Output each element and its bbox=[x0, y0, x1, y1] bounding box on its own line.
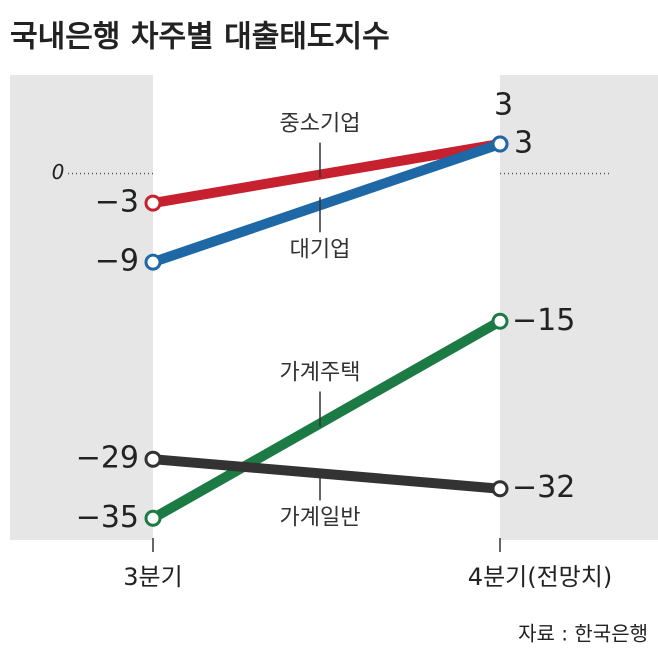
point bbox=[491, 135, 509, 153]
point bbox=[144, 450, 162, 468]
x-tick-label: 3분기 bbox=[123, 563, 182, 591]
series-line bbox=[152, 139, 501, 208]
series-line bbox=[150, 316, 503, 523]
value-label: −35 bbox=[76, 500, 139, 535]
chart-title: 국내은행 차주별 대출태도지수 bbox=[10, 20, 390, 55]
series-line bbox=[151, 139, 502, 267]
point bbox=[144, 509, 162, 527]
series-label: 가계주택 bbox=[280, 360, 361, 385]
value-label: 3 bbox=[514, 125, 533, 160]
value-label: −15 bbox=[512, 303, 575, 338]
x-tick-label: 4분기(전망치) bbox=[468, 563, 612, 591]
point bbox=[491, 312, 509, 330]
source: 자료 : 한국은행 bbox=[518, 622, 648, 646]
value-label: −3 bbox=[95, 185, 139, 220]
series-label: 가계일반 bbox=[280, 505, 361, 530]
y-tick-label: 0 bbox=[52, 160, 65, 184]
series-line bbox=[152, 454, 501, 494]
value-label: 3 bbox=[494, 87, 513, 122]
point bbox=[144, 253, 162, 271]
value-label: −9 bbox=[95, 244, 139, 279]
point bbox=[144, 194, 162, 212]
point bbox=[491, 480, 509, 498]
series-label: 대기업 bbox=[290, 237, 351, 262]
value-label: −32 bbox=[512, 470, 575, 505]
value-label: −29 bbox=[76, 441, 139, 476]
series-label: 중소기업 bbox=[280, 112, 361, 137]
